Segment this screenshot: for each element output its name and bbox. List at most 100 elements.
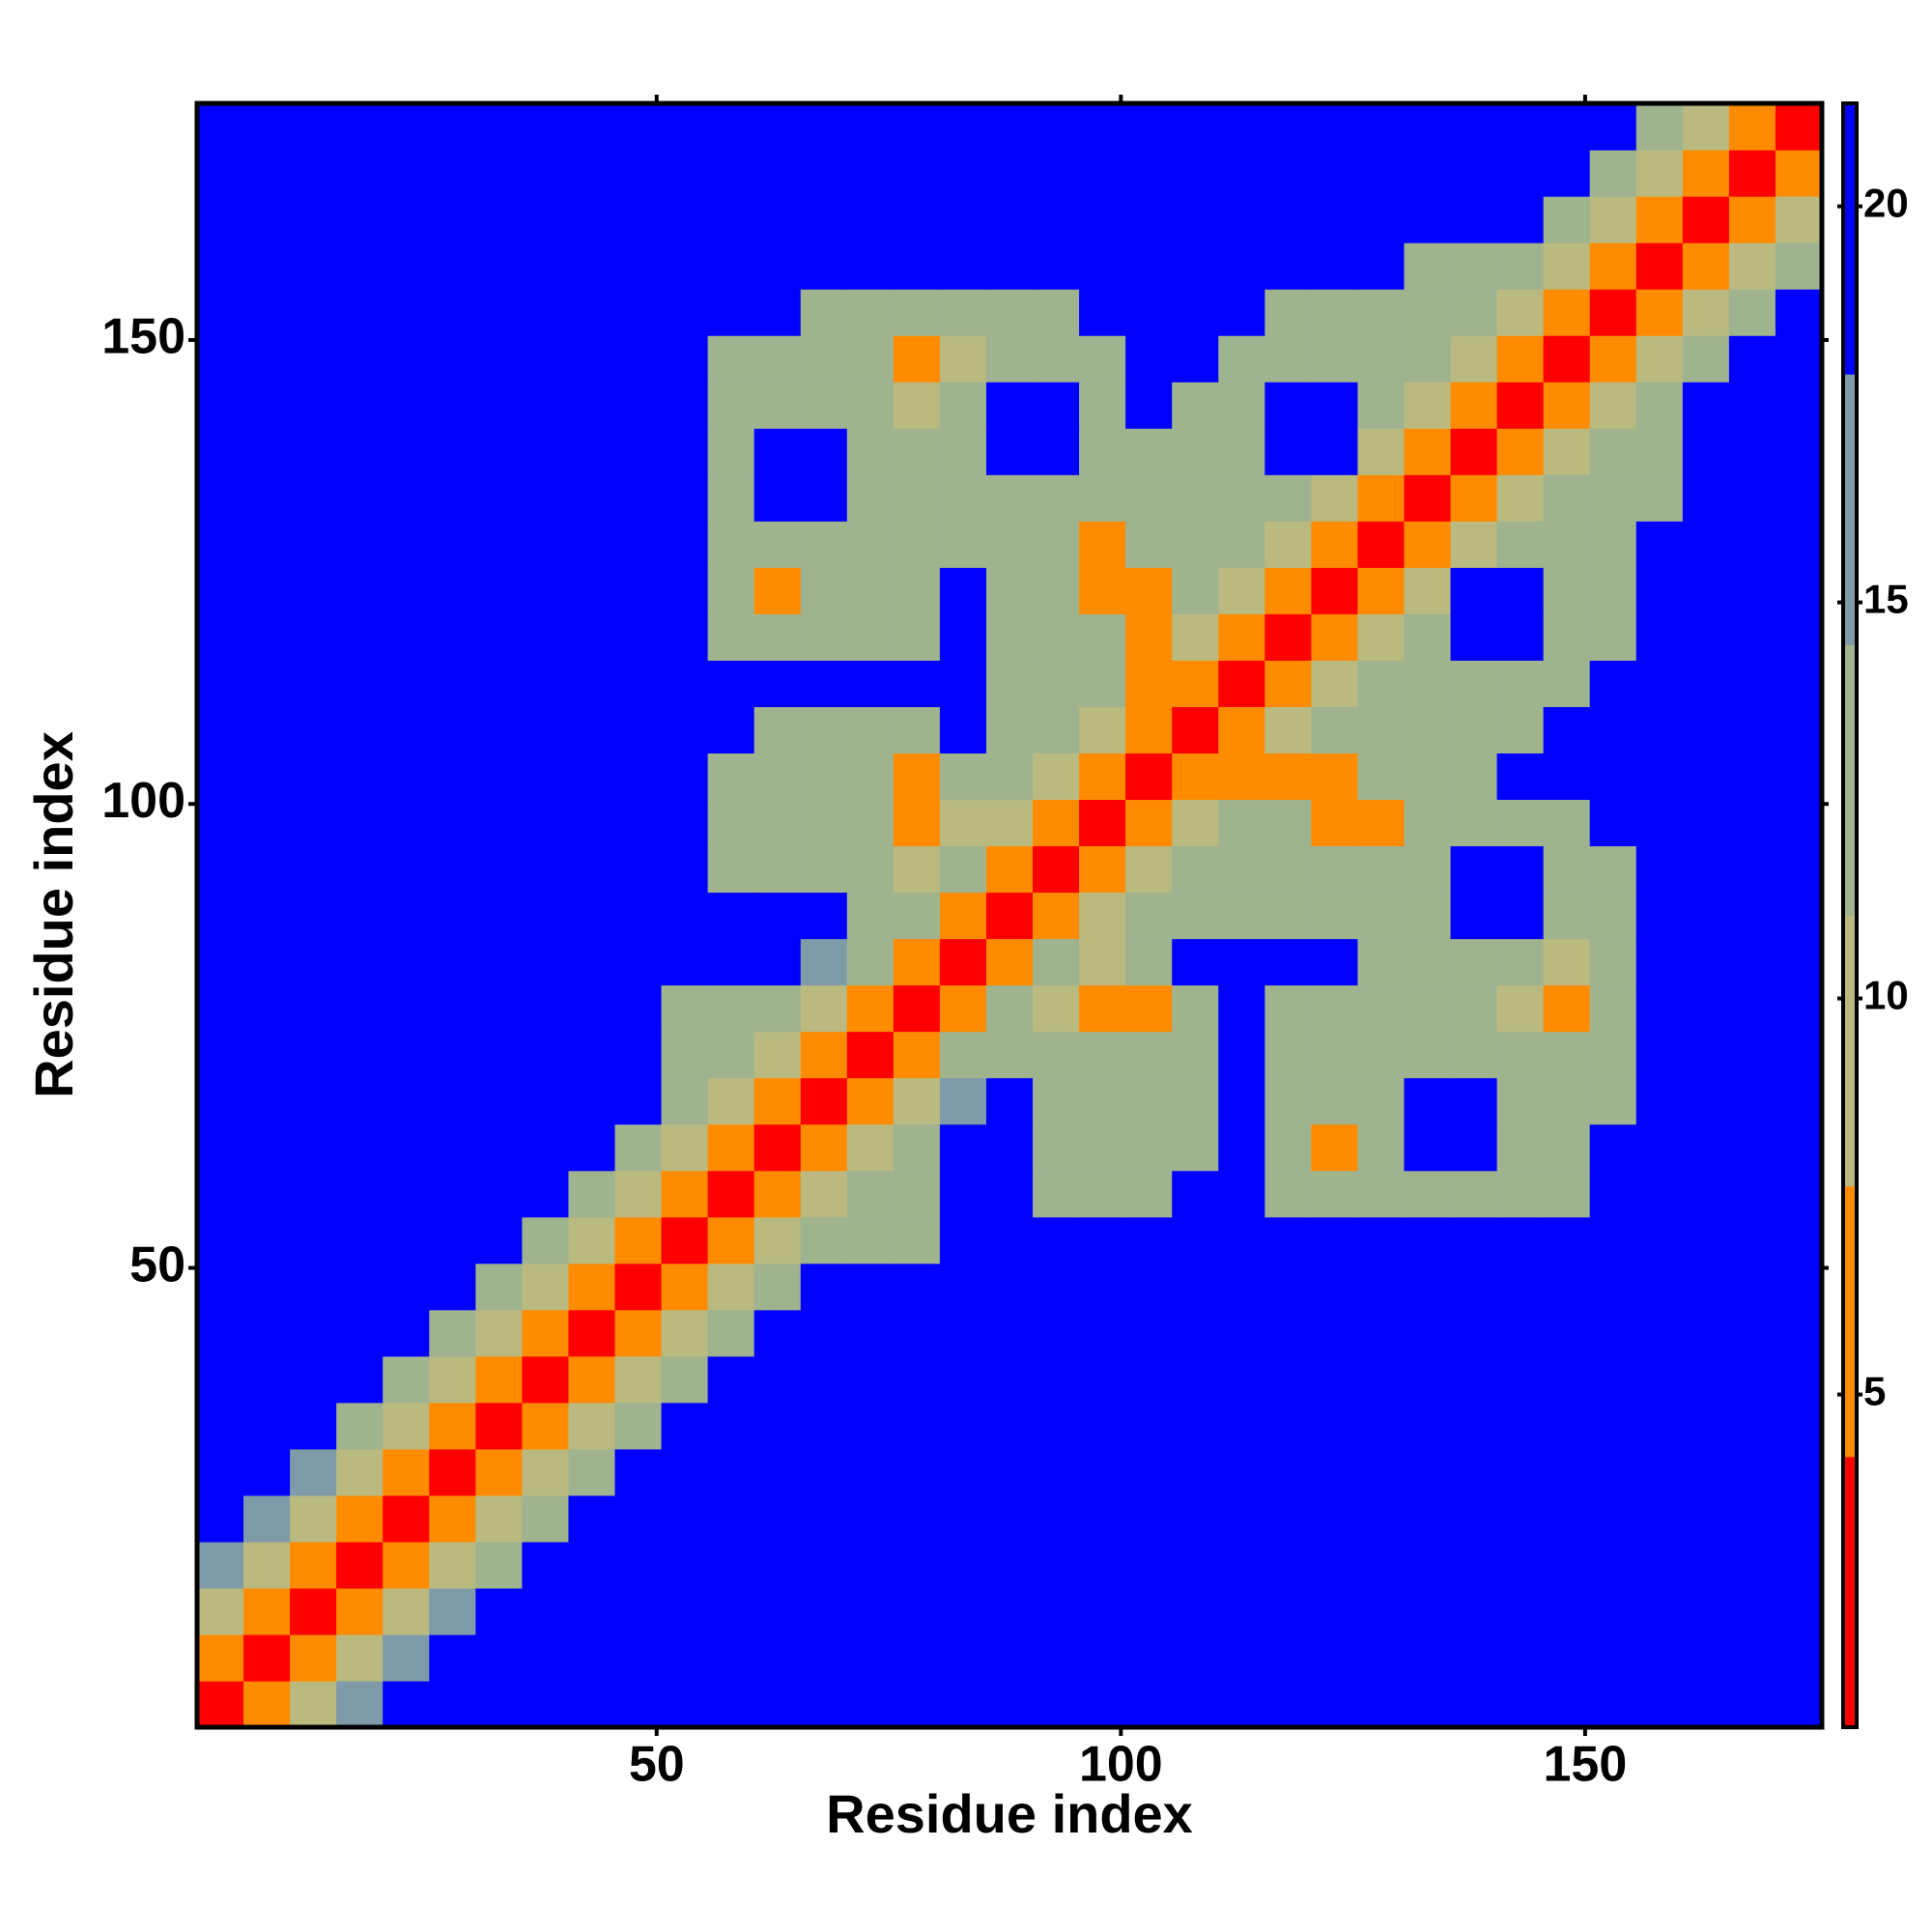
heatmap-cell (197, 567, 244, 614)
heatmap-cell (1218, 1309, 1265, 1357)
heatmap-cell (1172, 242, 1219, 290)
heatmap-cell (290, 1634, 337, 1682)
heatmap-cell (1033, 567, 1080, 614)
heatmap-cell (1218, 753, 1265, 801)
heatmap-cell (893, 474, 941, 522)
heatmap-cell (1079, 1216, 1126, 1264)
heatmap-cell (429, 1123, 476, 1172)
heatmap-cell (985, 428, 1034, 475)
heatmap-cell (1311, 660, 1359, 707)
heatmap-cell (1775, 1077, 1823, 1125)
heatmap-cell (800, 1680, 848, 1728)
heatmap-cell (1635, 938, 1684, 986)
heatmap-cell (985, 1077, 1034, 1125)
heatmap-cell (1682, 335, 1730, 383)
heatmap-cell (707, 706, 755, 753)
heatmap-cell (429, 1402, 476, 1450)
heatmap-cell (1450, 1263, 1498, 1311)
heatmap-cell (1404, 984, 1452, 1033)
heatmap-cell (1450, 984, 1498, 1033)
heatmap-cell (197, 428, 244, 475)
heatmap-cell (243, 1494, 291, 1543)
heatmap-cell (1125, 938, 1173, 986)
heatmap-cell (383, 1587, 430, 1635)
heatmap-cell (1682, 1170, 1730, 1218)
heatmap-cell (197, 938, 244, 986)
heatmap-cell (661, 1634, 709, 1682)
heatmap-cell (1033, 1170, 1080, 1218)
heatmap-cell (1033, 706, 1080, 753)
heatmap-cell (614, 984, 663, 1033)
heatmap-cell (568, 1355, 616, 1404)
heatmap-cell (1635, 660, 1684, 707)
heatmap-cell (1125, 1541, 1173, 1589)
heatmap-cell (707, 289, 755, 336)
heatmap-cell (1311, 845, 1359, 894)
heatmap-cell (429, 892, 476, 940)
heatmap-cell (1079, 289, 1126, 336)
heatmap-cell (800, 150, 848, 197)
heatmap-cell (1543, 1634, 1591, 1682)
heatmap-cell (1682, 613, 1730, 661)
heatmap-cell (1357, 567, 1406, 614)
heatmap-cell (1543, 1680, 1591, 1728)
heatmap-cell (707, 1123, 755, 1172)
heatmap-cell (614, 150, 663, 197)
heatmap-cell (1125, 1263, 1173, 1311)
heatmap-cell (1635, 1216, 1684, 1264)
heatmap-cell (1728, 103, 1776, 151)
heatmap-cell (661, 1309, 709, 1357)
heatmap-cell (197, 706, 244, 753)
heatmap-cell (846, 289, 895, 336)
heatmap-cell (336, 567, 384, 614)
heatmap-cell (1218, 428, 1265, 475)
heatmap-cell (568, 1448, 616, 1496)
heatmap-cell (1728, 1541, 1776, 1589)
heatmap-cell (893, 938, 941, 986)
heatmap-cell (243, 382, 291, 429)
heatmap-cell (1775, 1634, 1823, 1682)
heatmap-cell (707, 1170, 755, 1218)
heatmap-cell (1172, 613, 1219, 661)
heatmap-cell (800, 660, 848, 707)
heatmap-cell (1728, 1216, 1776, 1264)
heatmap-cell (1775, 150, 1823, 197)
heatmap-cell (1079, 242, 1126, 290)
heatmap-cell (1125, 984, 1173, 1033)
heatmap-cell (1357, 242, 1406, 290)
heatmap-cell (753, 753, 802, 801)
heatmap-cell (661, 150, 709, 197)
heatmap-cell (753, 382, 802, 429)
heatmap-cell (661, 1123, 709, 1172)
heatmap-cell (800, 428, 848, 475)
heatmap-cell (661, 474, 709, 522)
heatmap-cell (800, 1123, 848, 1172)
heatmap-cell (1218, 1031, 1265, 1079)
heatmap-cell (336, 799, 384, 847)
heatmap-cell (1357, 289, 1406, 336)
heatmap-cell (243, 1123, 291, 1172)
heatmap-cell (383, 1309, 430, 1357)
heatmap-cell (1589, 706, 1637, 753)
heatmap-cell (1033, 938, 1080, 986)
heatmap-cell (1033, 428, 1080, 475)
heatmap-cell (1357, 335, 1406, 383)
heatmap-cell (893, 521, 941, 568)
heatmap-cell (197, 1309, 244, 1357)
heatmap-cell (1543, 103, 1591, 151)
heatmap-cell (243, 1402, 291, 1450)
heatmap-cell (1728, 289, 1776, 336)
heatmap-cell (1311, 196, 1359, 243)
heatmap-cell (1172, 799, 1219, 847)
heatmap-cell (893, 1263, 941, 1311)
heatmap-cell (475, 1216, 523, 1264)
heatmap-cell (243, 613, 291, 661)
heatmap-cell (1033, 1077, 1080, 1125)
heatmap-cell (614, 382, 663, 429)
heatmap-cell (336, 1448, 384, 1496)
heatmap-cell (1033, 660, 1080, 707)
heatmap-cell (1172, 660, 1219, 707)
heatmap-cell (1357, 1634, 1406, 1682)
heatmap-cell (753, 428, 802, 475)
